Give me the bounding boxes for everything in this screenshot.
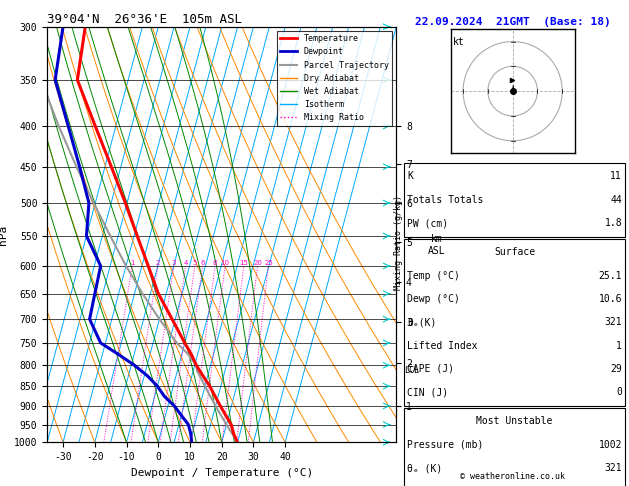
Text: PW (cm): PW (cm) bbox=[407, 218, 448, 228]
Text: © weatheronline.co.uk: © weatheronline.co.uk bbox=[460, 472, 565, 481]
Text: 25.1: 25.1 bbox=[599, 271, 622, 280]
Text: 10.6: 10.6 bbox=[599, 294, 622, 304]
Text: 44: 44 bbox=[610, 195, 622, 205]
Text: 1: 1 bbox=[130, 260, 135, 266]
Text: kt: kt bbox=[453, 36, 465, 47]
Text: Surface: Surface bbox=[494, 247, 535, 257]
Text: CAPE (J): CAPE (J) bbox=[407, 364, 454, 374]
Text: 1002: 1002 bbox=[599, 440, 622, 450]
Text: 321: 321 bbox=[604, 463, 622, 473]
Text: θₑ(K): θₑ(K) bbox=[407, 317, 437, 327]
Text: 1: 1 bbox=[616, 341, 622, 350]
Text: 20: 20 bbox=[253, 260, 262, 266]
Text: θₑ (K): θₑ (K) bbox=[407, 463, 442, 473]
Text: 22.09.2024  21GMT  (Base: 18): 22.09.2024 21GMT (Base: 18) bbox=[415, 17, 611, 27]
Text: 29: 29 bbox=[610, 364, 622, 374]
Text: Most Unstable: Most Unstable bbox=[476, 417, 553, 426]
Text: 5: 5 bbox=[192, 260, 197, 266]
Y-axis label: km
ASL: km ASL bbox=[428, 235, 446, 256]
Text: 3: 3 bbox=[172, 260, 176, 266]
Text: 6: 6 bbox=[200, 260, 205, 266]
Text: 8: 8 bbox=[213, 260, 218, 266]
Text: Temp (°C): Temp (°C) bbox=[407, 271, 460, 280]
Text: Pressure (mb): Pressure (mb) bbox=[407, 440, 483, 450]
Text: 2: 2 bbox=[156, 260, 160, 266]
Text: K: K bbox=[407, 172, 413, 181]
Text: 1.8: 1.8 bbox=[604, 218, 622, 228]
Text: 25: 25 bbox=[264, 260, 273, 266]
Text: Dewp (°C): Dewp (°C) bbox=[407, 294, 460, 304]
Text: 39°04'N  26°36'E  105m ASL: 39°04'N 26°36'E 105m ASL bbox=[47, 13, 242, 26]
Text: 15: 15 bbox=[240, 260, 248, 266]
Text: Totals Totals: Totals Totals bbox=[407, 195, 483, 205]
Text: Lifted Index: Lifted Index bbox=[407, 341, 477, 350]
Text: 321: 321 bbox=[604, 317, 622, 327]
Text: 4: 4 bbox=[183, 260, 187, 266]
Text: 11: 11 bbox=[610, 172, 622, 181]
Y-axis label: hPa: hPa bbox=[0, 225, 8, 244]
Text: LCL: LCL bbox=[404, 366, 420, 375]
X-axis label: Dewpoint / Temperature (°C): Dewpoint / Temperature (°C) bbox=[131, 468, 313, 478]
Text: 0: 0 bbox=[616, 387, 622, 397]
Text: CIN (J): CIN (J) bbox=[407, 387, 448, 397]
Legend: Temperature, Dewpoint, Parcel Trajectory, Dry Adiabat, Wet Adiabat, Isotherm, Mi: Temperature, Dewpoint, Parcel Trajectory… bbox=[277, 31, 392, 125]
Text: Mixing Ratio (g/kg): Mixing Ratio (g/kg) bbox=[394, 195, 403, 291]
Text: 10: 10 bbox=[221, 260, 230, 266]
